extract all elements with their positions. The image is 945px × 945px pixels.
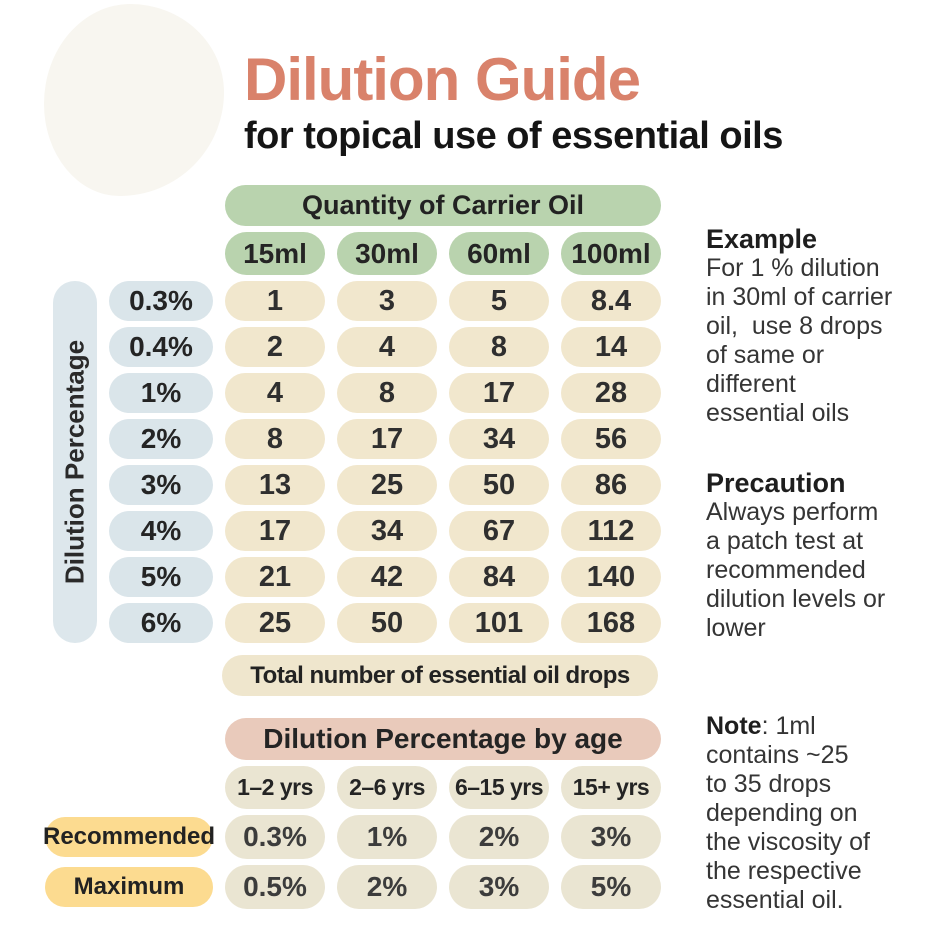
row-label: 4% (109, 511, 213, 551)
precaution-body: Always perform a patch test at recommend… (706, 498, 886, 642)
carrier-oil-table-title-pill: Quantity of Carrier Oil (225, 185, 661, 226)
table-cell: 25 (337, 465, 437, 505)
table-cell: 3 (337, 281, 437, 321)
column-header-100ml: 100ml (561, 232, 661, 275)
table-cell: 8 (449, 327, 549, 367)
age-table-cell: 5% (561, 865, 661, 909)
precaution-heading: Precaution (706, 468, 846, 498)
header: Dilution Guide for topical use of essent… (244, 48, 783, 157)
row-label: 0.3% (109, 281, 213, 321)
note-heading: Note (706, 712, 762, 740)
table-cell: 67 (449, 511, 549, 551)
drops-per-ml-note: Note: 1ml contains ~25 to 35 drops depen… (706, 712, 945, 915)
dilution-percentage-axis-label: Dilution Percentage (59, 339, 90, 585)
table-cell: 50 (449, 465, 549, 505)
example-heading: Example (706, 224, 818, 254)
table-cell: 13 (225, 465, 325, 505)
age-column-header-6-15: 6–15 yrs (449, 766, 549, 809)
age-table-cell: 3% (561, 815, 661, 859)
table-cell: 17 (449, 373, 549, 413)
table-cell: 8.4 (561, 281, 661, 321)
table-cell: 25 (225, 603, 325, 643)
table-cell: 34 (449, 419, 549, 459)
table-cell: 50 (337, 603, 437, 643)
table-cell: 42 (337, 557, 437, 597)
table-cell: 4 (337, 327, 437, 367)
carrier-oil-table-footer: Total number of essential oil drops (222, 655, 658, 696)
page-title: Dilution Guide (244, 46, 641, 113)
age-table: Dilution Percentage by age 1–2 yrs 2–6 y… (43, 718, 661, 909)
table-cell: 4 (225, 373, 325, 413)
table-cell: 84 (449, 557, 549, 597)
column-header-15ml: 15ml (225, 232, 325, 275)
row-label: 5% (109, 557, 213, 597)
table-cell: 8 (225, 419, 325, 459)
page-subtitle: for topical use of essential oils (244, 115, 783, 157)
table-cell: 2 (225, 327, 325, 367)
table-cell: 101 (449, 603, 549, 643)
maximum-label: Maximum (45, 867, 213, 907)
age-table-cell: 1% (337, 815, 437, 859)
example-note: Example For 1 % dilution in 30ml of carr… (706, 224, 945, 428)
recommended-label: Recommended (43, 817, 215, 857)
table-cell: 17 (225, 511, 325, 551)
column-header-30ml: 30ml (337, 232, 437, 275)
column-header-60ml: 60ml (449, 232, 549, 275)
table-cell: 21 (225, 557, 325, 597)
table-cell: 14 (561, 327, 661, 367)
age-table-cell: 3% (449, 865, 549, 909)
age-table-cell: 0.5% (225, 865, 325, 909)
note-body: Note: 1ml contains ~25 to 35 drops depen… (706, 712, 870, 914)
age-table-cell: 2% (337, 865, 437, 909)
carrier-oil-table: Quantity of Carrier Oil 15ml 30ml 60ml 1… (53, 185, 661, 643)
table-cell: 140 (561, 557, 661, 597)
table-cell: 112 (561, 511, 661, 551)
table-cell: 34 (337, 511, 437, 551)
table-cell: 56 (561, 419, 661, 459)
example-body: For 1 % dilution in 30ml of carrier oil,… (706, 254, 893, 427)
precaution-note: Precaution Always perform a patch test a… (706, 468, 945, 643)
table-cell: 28 (561, 373, 661, 413)
row-label: 1% (109, 373, 213, 413)
table-cell: 5 (449, 281, 549, 321)
row-label: 6% (109, 603, 213, 643)
background-blob (44, 4, 224, 196)
row-label: 0.4% (109, 327, 213, 367)
age-table-title-pill: Dilution Percentage by age (225, 718, 661, 760)
age-column-header-2-6: 2–6 yrs (337, 766, 437, 809)
table-cell: 168 (561, 603, 661, 643)
row-label: 3% (109, 465, 213, 505)
table-cell: 17 (337, 419, 437, 459)
age-column-header-15plus: 15+ yrs (561, 766, 661, 809)
dilution-percentage-axis-pill: Dilution Percentage (53, 281, 97, 643)
age-column-header-1-2: 1–2 yrs (225, 766, 325, 809)
age-table-cell: 0.3% (225, 815, 325, 859)
table-cell: 8 (337, 373, 437, 413)
age-table-cell: 2% (449, 815, 549, 859)
row-label: 2% (109, 419, 213, 459)
table-cell: 1 (225, 281, 325, 321)
table-cell: 86 (561, 465, 661, 505)
